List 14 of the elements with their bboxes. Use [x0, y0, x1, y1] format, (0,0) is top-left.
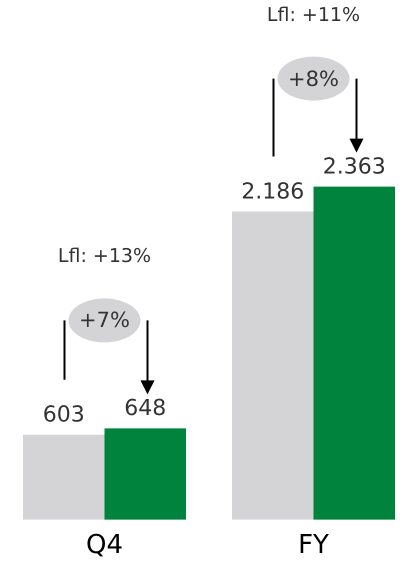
data-label: 2.186 — [241, 179, 304, 204]
x-tick-label: FY — [298, 530, 330, 560]
bar — [104, 428, 186, 520]
text: Lfl: +11% — [266, 4, 360, 26]
data-label: 648 — [124, 396, 166, 422]
data-label: 603 — [42, 402, 85, 428]
annotation: Lfl: +13% — [58, 245, 152, 268]
bar — [22, 434, 104, 520]
text: +8% — [288, 66, 339, 91]
x-tick-label: Q4 — [86, 530, 124, 560]
annotation: +7% — [79, 308, 130, 332]
bar — [232, 212, 314, 520]
bar — [314, 186, 396, 520]
data-label: 2.363 — [322, 154, 386, 180]
